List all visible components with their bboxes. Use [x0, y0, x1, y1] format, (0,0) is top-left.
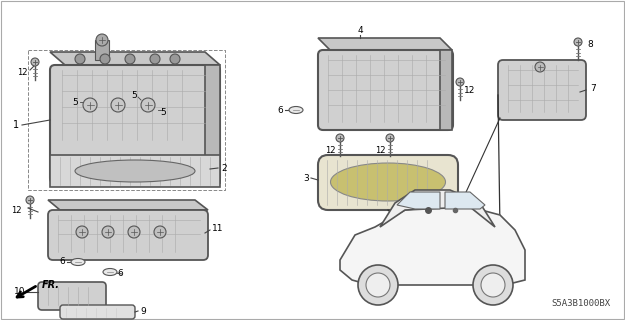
Ellipse shape	[75, 160, 195, 182]
Circle shape	[100, 54, 110, 64]
Circle shape	[96, 34, 108, 46]
Circle shape	[111, 98, 125, 112]
Polygon shape	[318, 38, 452, 50]
FancyBboxPatch shape	[60, 305, 135, 319]
FancyBboxPatch shape	[48, 210, 208, 260]
Text: 5: 5	[160, 108, 166, 116]
Text: 12: 12	[325, 146, 335, 155]
Ellipse shape	[331, 163, 446, 201]
Text: 12: 12	[464, 85, 476, 94]
Circle shape	[574, 38, 582, 46]
FancyBboxPatch shape	[318, 50, 453, 130]
Circle shape	[76, 226, 88, 238]
FancyBboxPatch shape	[50, 65, 220, 183]
Polygon shape	[397, 192, 440, 209]
Text: 12: 12	[17, 68, 28, 76]
Ellipse shape	[71, 259, 85, 266]
Bar	[50, 155, 220, 187]
FancyBboxPatch shape	[318, 155, 458, 210]
Circle shape	[125, 54, 135, 64]
Polygon shape	[340, 207, 525, 285]
FancyBboxPatch shape	[38, 282, 106, 310]
Text: 6: 6	[59, 258, 65, 267]
Circle shape	[154, 226, 166, 238]
Circle shape	[336, 134, 344, 142]
Polygon shape	[48, 200, 208, 210]
Ellipse shape	[103, 268, 117, 276]
Circle shape	[535, 62, 545, 72]
Polygon shape	[50, 52, 220, 65]
Circle shape	[366, 273, 390, 297]
Text: 2: 2	[221, 164, 227, 172]
Bar	[95, 40, 109, 60]
Text: 12: 12	[11, 205, 21, 214]
Text: 1: 1	[13, 120, 19, 130]
Polygon shape	[380, 190, 495, 227]
Circle shape	[150, 54, 160, 64]
Text: 8: 8	[587, 39, 593, 49]
Circle shape	[75, 54, 85, 64]
Circle shape	[102, 226, 114, 238]
Text: 12: 12	[375, 146, 385, 155]
Circle shape	[473, 265, 513, 305]
Circle shape	[141, 98, 155, 112]
Circle shape	[31, 58, 39, 66]
Text: 5: 5	[72, 98, 78, 107]
Text: 10: 10	[14, 287, 25, 297]
Text: 3: 3	[303, 173, 309, 182]
Circle shape	[358, 265, 398, 305]
Polygon shape	[205, 65, 220, 183]
Text: 4: 4	[357, 26, 362, 35]
Circle shape	[481, 273, 505, 297]
Text: 6: 6	[277, 106, 283, 115]
FancyBboxPatch shape	[498, 60, 586, 120]
Circle shape	[128, 226, 140, 238]
Circle shape	[386, 134, 394, 142]
Text: FR.: FR.	[42, 280, 60, 290]
Polygon shape	[440, 50, 452, 130]
Circle shape	[83, 98, 97, 112]
Text: 5: 5	[131, 91, 137, 100]
Text: 7: 7	[590, 84, 596, 92]
Circle shape	[170, 54, 180, 64]
Text: 11: 11	[212, 223, 224, 233]
Circle shape	[26, 196, 34, 204]
Text: 6: 6	[117, 269, 123, 278]
Ellipse shape	[289, 107, 303, 114]
Text: S5A3B1000BX: S5A3B1000BX	[551, 299, 610, 308]
Text: 9: 9	[140, 307, 146, 316]
Circle shape	[456, 78, 464, 86]
Polygon shape	[445, 192, 485, 209]
